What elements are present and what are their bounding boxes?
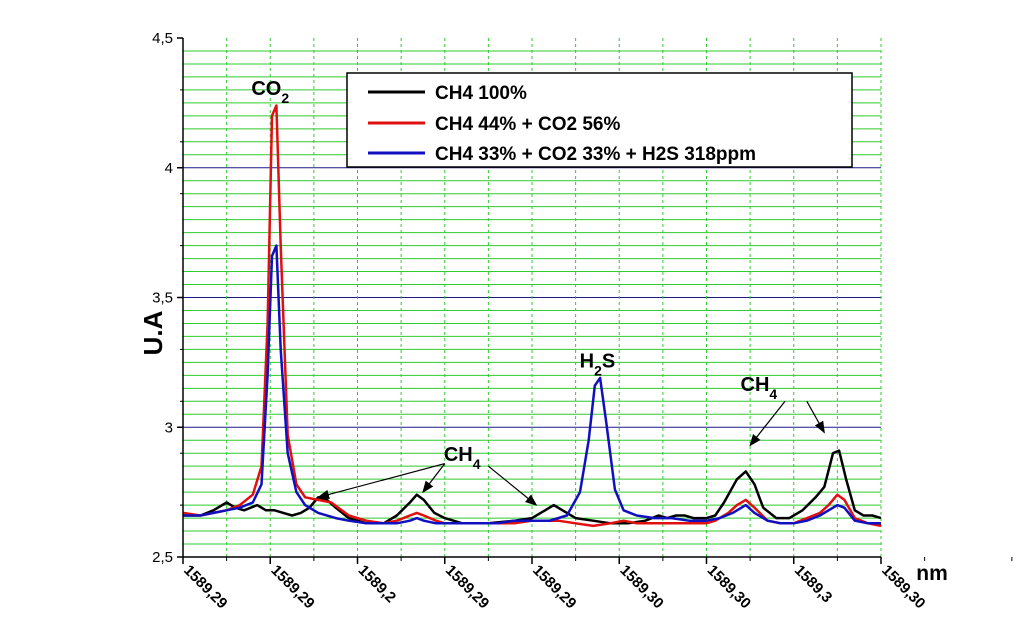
x-tick-label: 1589,29: [180, 562, 230, 612]
annotation-label: CO2: [251, 78, 289, 106]
legend-label-2: CH4 44% + CO2 56%: [435, 114, 620, 135]
legend: CH4 100% CH4 44% + CO2 56% CH4 33% + CO2…: [346, 72, 853, 168]
x-axis-label: nm: [916, 562, 948, 585]
annotation-arrow: [317, 463, 445, 500]
x-tick-label: 1589,30: [704, 562, 754, 612]
x-tick-label: 1589,3: [791, 562, 835, 606]
series-group: [182, 104, 882, 528]
y-axis-label: U.A: [138, 310, 168, 355]
x-tick-label: 1589,29: [267, 562, 317, 612]
annotation-arrow: [487, 465, 538, 506]
annotation-label: H2S: [580, 351, 616, 379]
y-tick-label: 3: [165, 419, 173, 436]
annotation-label: CH4: [741, 374, 778, 402]
annotation-arrow: [806, 401, 825, 434]
annotation-label: CH4: [444, 444, 481, 472]
annotation-arrow: [422, 463, 446, 494]
x-tick-label: 1589,2: [355, 562, 399, 606]
annotations: CO2 H2S CH4 CH4: [251, 78, 825, 506]
y-tick-label: 4: [165, 160, 173, 177]
x-tick-label: 1589,29: [529, 562, 579, 612]
legend-label-3: CH4 33% + CO2 33% + H2S 318ppm: [435, 144, 756, 165]
y-tick-label: 3,5: [152, 290, 173, 307]
annotation-arrow: [749, 400, 786, 447]
series-line-3: [183, 244, 881, 525]
y-tick-label: 2,5: [152, 549, 173, 566]
y-tick-label: 4,5: [152, 30, 173, 47]
series-line-1: [183, 449, 882, 525]
legend-label-1: CH4 100%: [435, 83, 527, 104]
x-tick-label: 1589,30: [616, 562, 666, 612]
legend-box: [346, 72, 853, 168]
x-tick-label: 1589,29: [442, 562, 492, 612]
